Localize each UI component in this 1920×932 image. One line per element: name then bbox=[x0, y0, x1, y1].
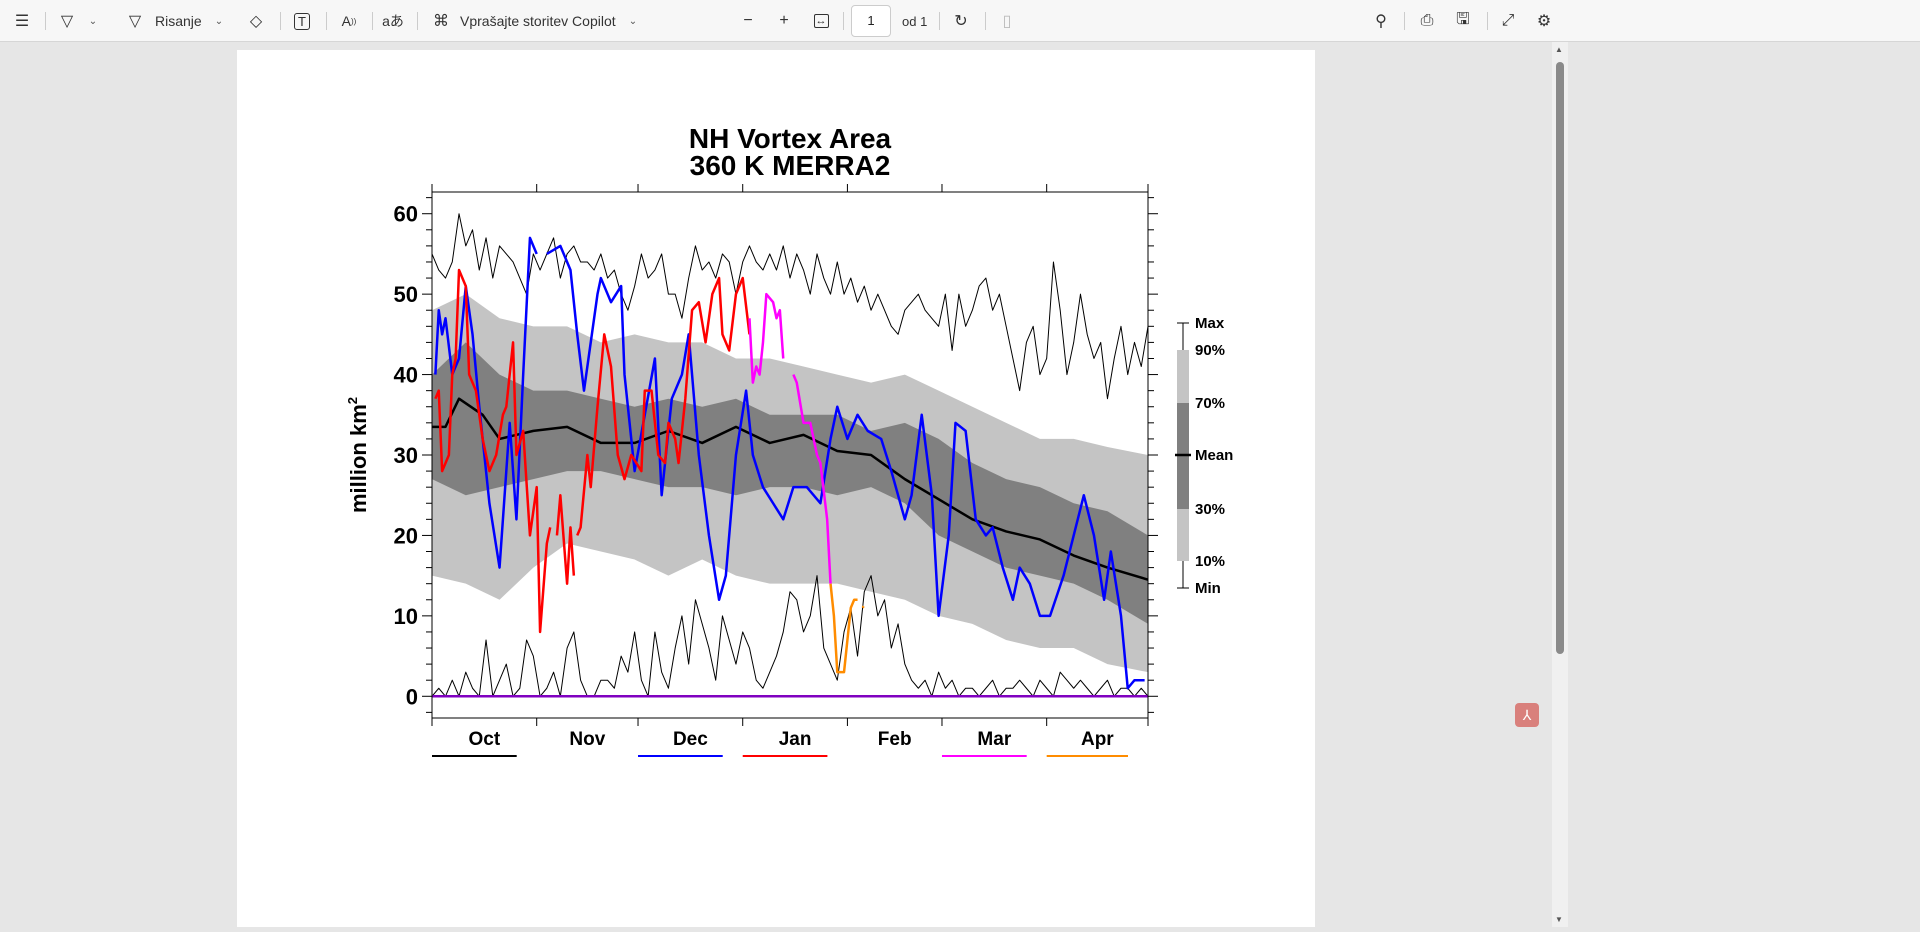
text-box-icon[interactable]: T bbox=[291, 0, 313, 42]
divider bbox=[939, 12, 940, 30]
divider bbox=[985, 12, 986, 30]
chevron-down-icon[interactable]: ⌄ bbox=[628, 15, 638, 27]
fit-width-icon[interactable]: ↔ bbox=[813, 14, 829, 28]
mean-line bbox=[432, 397, 1149, 581]
rotate-icon[interactable]: ↻ bbox=[954, 13, 968, 30]
vertical-scrollbar[interactable]: ▲ ▼ bbox=[1552, 42, 1568, 927]
divider bbox=[1404, 12, 1405, 30]
translate-icon[interactable]: aあ bbox=[382, 13, 404, 29]
fullscreen-icon[interactable]: ⤢ bbox=[1501, 12, 1515, 29]
zoom-in-icon[interactable]: + bbox=[779, 12, 789, 29]
legend-p90-box bbox=[1177, 350, 1189, 403]
chart-title: NH Vortex Area bbox=[689, 123, 892, 154]
contents-list-icon[interactable]: ☰ bbox=[14, 13, 30, 30]
legend-label-p30: 30% bbox=[1195, 501, 1225, 518]
min-line bbox=[431, 575, 1149, 697]
print-icon[interactable]: ⎙ bbox=[1420, 12, 1434, 29]
scrollbar-thumb[interactable] bbox=[1556, 62, 1564, 654]
divider bbox=[45, 12, 46, 30]
y-tick-label: 30 bbox=[394, 443, 418, 468]
page-view-icon[interactable]: ▯ bbox=[1002, 13, 1012, 30]
chevron-down-icon[interactable]: ⌄ bbox=[88, 15, 98, 27]
series-orange bbox=[829, 583, 858, 674]
max-line bbox=[431, 213, 1149, 400]
search-icon[interactable]: ⚲ bbox=[1375, 13, 1387, 30]
legend-label-mean: Mean bbox=[1195, 447, 1233, 464]
band-30-70 bbox=[432, 342, 1148, 624]
pdf-toolbar: ☰ ▽ ⌄ ▽ Risanje ⌄ ◇ T A)) aあ ⌘ Vprašajte… bbox=[0, 0, 1920, 42]
y-tick-label: 20 bbox=[394, 523, 418, 548]
legend-label-min: Min bbox=[1195, 580, 1221, 597]
read-aloud-icon[interactable]: A)) bbox=[341, 13, 357, 29]
y-tick-label: 0 bbox=[406, 684, 418, 709]
pdf-page: NH Vortex Area 360 K MERRA2 million km2 … bbox=[237, 50, 1315, 927]
save-icon[interactable]: 🖫 bbox=[1456, 10, 1470, 28]
chart-subtitle: 360 K MERRA2 bbox=[690, 150, 891, 181]
divider bbox=[280, 12, 281, 30]
month-label: Feb bbox=[878, 729, 912, 750]
y-tick-label: 50 bbox=[394, 282, 418, 307]
chevron-down-icon[interactable]: ⌄ bbox=[214, 15, 224, 27]
series-red bbox=[434, 268, 552, 634]
divider bbox=[843, 12, 844, 30]
divider bbox=[326, 12, 327, 30]
divider bbox=[372, 12, 373, 30]
draw-button[interactable]: Risanje bbox=[155, 13, 202, 29]
legend-label-p10: 10% bbox=[1195, 553, 1225, 570]
divider bbox=[417, 12, 418, 30]
highlight-icon[interactable]: ▽ bbox=[60, 13, 74, 30]
legend-label-max: Max bbox=[1195, 315, 1225, 332]
y-tick-label: 60 bbox=[394, 202, 418, 227]
month-label: Jan bbox=[779, 729, 812, 750]
legend-p10-box bbox=[1177, 509, 1189, 561]
legend-label-p90: 90% bbox=[1195, 342, 1225, 359]
series-blue bbox=[546, 244, 1145, 690]
series-red bbox=[576, 276, 751, 536]
month-label: Oct bbox=[469, 729, 501, 750]
copilot-button[interactable]: Vprašajte storitev Copilot bbox=[460, 13, 616, 29]
month-label: Dec bbox=[673, 729, 708, 750]
series-red bbox=[555, 493, 576, 585]
series-magenta bbox=[748, 292, 785, 384]
copilot-icon[interactable]: ⌘ bbox=[433, 13, 449, 30]
month-label: Apr bbox=[1081, 729, 1114, 750]
divider bbox=[1487, 12, 1488, 30]
page-total: od 1 bbox=[902, 13, 928, 29]
month-label: Mar bbox=[977, 729, 1011, 750]
page-number-input[interactable]: 1 bbox=[851, 5, 891, 37]
acrobat-icon[interactable]: ⅄ bbox=[1515, 703, 1539, 727]
y-tick-label: 10 bbox=[394, 604, 418, 629]
zoom-out-icon[interactable]: − bbox=[743, 12, 753, 29]
legend-label-p70: 70% bbox=[1195, 395, 1225, 412]
scroll-down-icon[interactable]: ▼ bbox=[1555, 915, 1563, 924]
vortex-area-chart: NH Vortex Area 360 K MERRA2 million km2 … bbox=[345, 123, 1233, 757]
scroll-up-icon[interactable]: ▲ bbox=[1555, 45, 1563, 54]
month-label: Nov bbox=[569, 729, 605, 750]
series-orange bbox=[861, 605, 865, 609]
series-magenta bbox=[792, 374, 832, 584]
settings-gear-icon[interactable]: ⚙ bbox=[1536, 13, 1552, 30]
draw-pen-icon[interactable]: ▽ bbox=[128, 13, 142, 30]
y-tick-label: 40 bbox=[394, 363, 418, 388]
y-axis-label: million km2 bbox=[345, 397, 371, 513]
eraser-icon[interactable]: ◇ bbox=[249, 13, 263, 30]
